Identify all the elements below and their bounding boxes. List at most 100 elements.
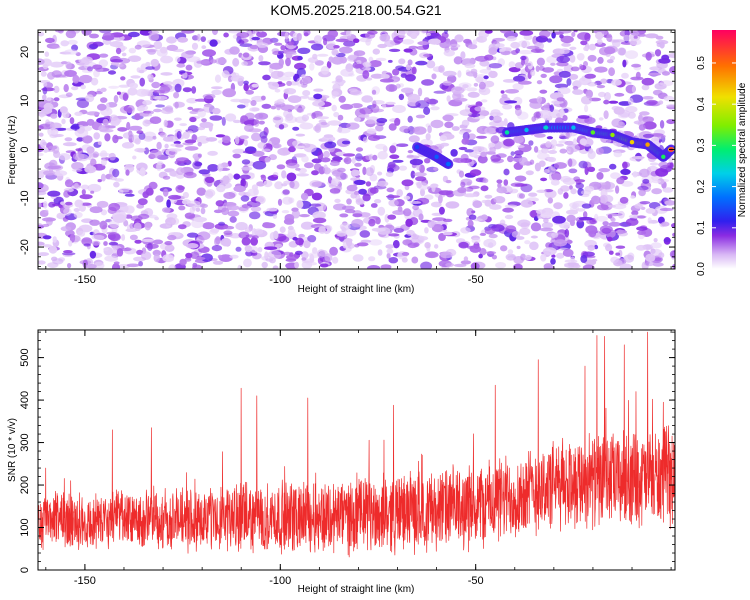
heatmap-cell (274, 88, 281, 93)
heatmap-cell (606, 33, 613, 42)
heatmap-cell (196, 135, 210, 144)
heatmap-cell (61, 252, 76, 256)
heatmap-cell (306, 261, 317, 266)
heatmap-cell (317, 53, 329, 57)
ridge-peak (629, 140, 635, 145)
heatmap-cell (420, 261, 433, 269)
heatmap-cell (549, 75, 563, 84)
heatmap-cell (536, 57, 546, 66)
heatmap-cell (621, 72, 629, 79)
heatmap-cell (659, 41, 665, 49)
heatmap-cell (603, 99, 610, 105)
heatmap-cell (644, 261, 655, 267)
heatmap-cell (622, 34, 631, 42)
heatmap-cell (408, 45, 418, 50)
heatmap-cell (420, 188, 425, 197)
heatmap-cell (89, 33, 99, 39)
x-tick-label: -100 (269, 274, 291, 286)
heatmap-cell (540, 73, 547, 78)
heatmap-cell (278, 50, 284, 55)
heatmap-cell (61, 118, 66, 125)
heatmap-cell (100, 158, 107, 166)
heatmap-cell (89, 206, 103, 214)
colorbar-gradient (712, 30, 736, 269)
heatmap-cell (442, 70, 457, 77)
heatmap-cell (264, 157, 271, 163)
heatmap-cell (239, 98, 251, 104)
heatmap-cell (478, 253, 483, 259)
heatmap-cell (655, 168, 669, 177)
heatmap-cell (65, 92, 73, 97)
heatmap-cell (564, 259, 578, 263)
heatmap-cell (375, 217, 381, 225)
heatmap-cell (531, 116, 536, 122)
heatmap-cell (197, 231, 211, 241)
heatmap-cell (387, 59, 393, 63)
heatmap-cell (610, 172, 621, 180)
heatmap-cell (668, 52, 675, 59)
heatmap-cell (560, 35, 574, 44)
heatmap-cell (196, 187, 207, 196)
heatmap-cell (368, 218, 376, 227)
heatmap-cell (559, 109, 565, 117)
heatmap-cell (329, 188, 341, 194)
heatmap-cell (139, 77, 145, 87)
heatmap-cell (342, 153, 356, 157)
heatmap-cell (297, 47, 311, 54)
heatmap-cell (51, 145, 60, 154)
heatmap-cell (285, 51, 297, 56)
heatmap-cell (200, 203, 209, 208)
heatmap-cell (313, 163, 322, 171)
heatmap-cell (496, 186, 508, 194)
heatmap-cell (341, 205, 355, 211)
heatmap-cell (147, 49, 156, 55)
heatmap-cell (367, 30, 378, 35)
heatmap-cell (296, 173, 309, 177)
heatmap-cell (142, 100, 153, 106)
heatmap-cell (92, 64, 103, 70)
heatmap-cell (338, 46, 353, 54)
heatmap-cell (323, 150, 330, 158)
heatmap-cell (167, 234, 177, 241)
ridge-peak (610, 132, 615, 138)
heatmap-cell (550, 179, 560, 186)
ridge-peak (645, 142, 650, 147)
heatmap-cell (78, 74, 93, 84)
heatmap-cell (221, 116, 226, 126)
heatmap-cell (213, 209, 223, 214)
x-tick-label: -50 (468, 575, 484, 587)
heatmap-cell (291, 209, 301, 219)
heatmap-cell (473, 218, 483, 222)
heatmap-cell (215, 200, 225, 207)
heatmap-cell (286, 254, 299, 260)
heatmap-cell (339, 56, 347, 64)
heatmap-cell (53, 170, 68, 177)
heatmap-cell (132, 155, 137, 160)
heatmap-cell (244, 124, 254, 132)
heatmap-cell (405, 64, 411, 71)
heatmap-cell (139, 113, 153, 117)
heatmap-cell (657, 134, 666, 139)
heatmap-cell (67, 263, 72, 269)
heatmap-cell (358, 188, 367, 195)
heatmap-cell (632, 171, 638, 178)
heatmap-cell (294, 145, 306, 149)
heatmap-cell (351, 157, 356, 164)
heatmap-cell (210, 59, 217, 64)
heatmap-cell (660, 221, 670, 227)
heatmap-cell (242, 150, 256, 154)
heatmap-cell (245, 89, 254, 95)
heatmap-cell (115, 63, 124, 68)
heatmap-cell (482, 178, 489, 184)
heatmap-cell (553, 202, 563, 210)
heatmap-cell (194, 256, 206, 261)
heatmap-cell (458, 241, 469, 249)
heatmap-cell (427, 125, 432, 134)
ridge-peak (661, 154, 666, 159)
heatmap-cell (551, 232, 559, 238)
heatmap-cell (97, 103, 107, 111)
heatmap-cell (588, 43, 596, 51)
heatmap-cell (109, 114, 118, 121)
heatmap-ridge (412, 122, 675, 170)
heatmap-cell (468, 214, 477, 220)
